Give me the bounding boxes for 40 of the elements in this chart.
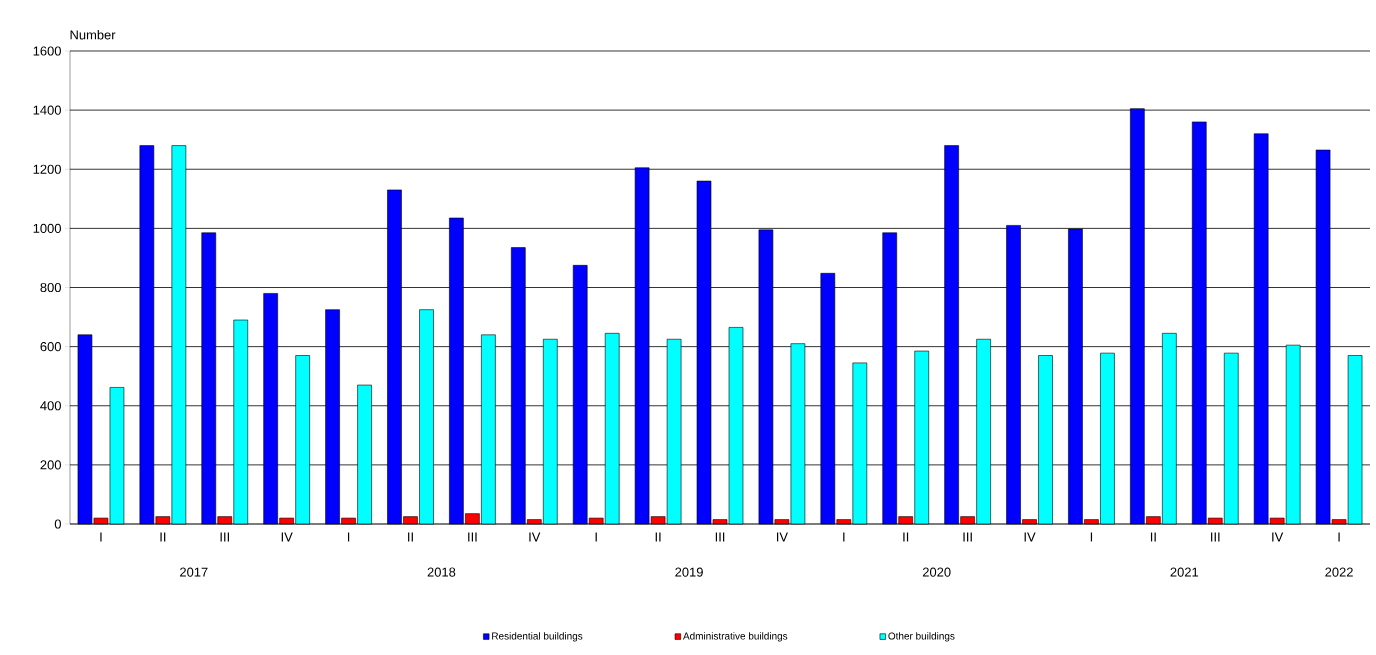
legend-label: Residential buildings <box>492 632 583 642</box>
text: 2018 <box>427 567 456 577</box>
x-tick-label: IV <box>1024 532 1036 542</box>
x-tick-label: III <box>1211 532 1220 542</box>
y-tick-label: 600 <box>40 342 61 352</box>
x-tick-label: IV <box>1272 532 1284 542</box>
y-tick-label: 1200 <box>33 164 61 174</box>
y-tick-label: 800 <box>40 282 61 293</box>
y-tick-label: 0 <box>54 519 61 529</box>
x-tick-label: II <box>1150 532 1156 542</box>
x-tick-label: III <box>220 532 229 542</box>
legend-label: Other buildings <box>888 632 955 642</box>
x-tick-label: II <box>408 532 413 542</box>
text: 2020 <box>922 567 951 577</box>
x-tick-label: I <box>1338 532 1340 542</box>
x-tick-label: III <box>468 532 477 542</box>
x-tick-label: II <box>160 532 166 542</box>
y-tick-label: 400 <box>40 401 61 411</box>
x-tick-label: I <box>595 532 597 542</box>
x-tick-label: III <box>963 532 972 542</box>
y-tick-label: 1000 <box>33 223 61 233</box>
x-tick-label: IV <box>529 532 541 542</box>
x-tick-label: IV <box>281 532 293 542</box>
x-tick-label: I <box>100 532 102 542</box>
x-tick-label: II <box>903 532 909 542</box>
text: 2019 <box>675 567 703 577</box>
x-tick-label: II <box>655 532 661 542</box>
x-tick-label: I <box>843 532 845 542</box>
y-tick-label: 1400 <box>33 105 61 115</box>
text: 2021 <box>1170 567 1199 577</box>
legend-label: Administrative buildings <box>683 632 788 642</box>
x-tick-label: IV <box>777 532 788 542</box>
x-tick-label: I <box>1090 532 1093 542</box>
y-tick-label: 200 <box>40 460 61 470</box>
y-tick-label: 1600 <box>33 46 61 56</box>
x-tick-label: III <box>715 532 725 542</box>
text: 2022 <box>1325 567 1353 577</box>
text: 2017 <box>180 567 208 577</box>
x-tick-label: I <box>347 532 350 542</box>
y-axis-title: Number <box>70 29 116 40</box>
